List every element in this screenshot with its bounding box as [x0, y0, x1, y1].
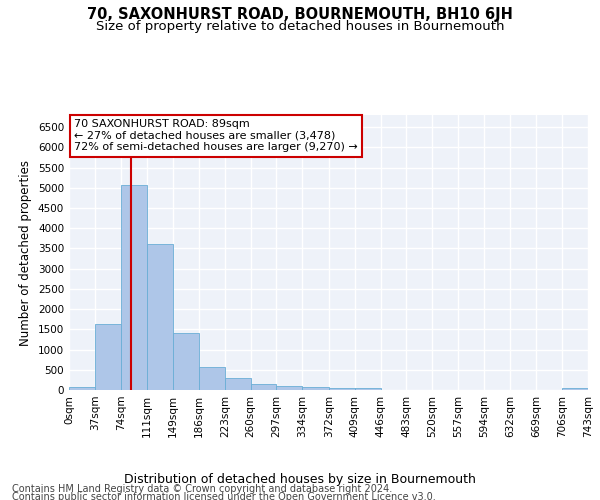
Bar [355, 388, 380, 390]
Text: Size of property relative to detached houses in Bournemouth: Size of property relative to detached ho… [96, 20, 504, 33]
Bar [199, 366, 225, 390]
Text: Distribution of detached houses by size in Bournemouth: Distribution of detached houses by size … [124, 472, 476, 486]
Y-axis label: Number of detached properties: Number of detached properties [19, 160, 32, 346]
Bar [146, 244, 173, 390]
Text: Contains HM Land Registry data © Crown copyright and database right 2024.: Contains HM Land Registry data © Crown c… [12, 484, 392, 494]
Bar [225, 378, 251, 390]
Bar [121, 184, 146, 390]
Bar [329, 388, 355, 390]
Bar [562, 388, 588, 390]
Bar [173, 334, 199, 390]
Text: Contains public sector information licensed under the Open Government Licence v3: Contains public sector information licen… [12, 492, 436, 500]
Text: 70, SAXONHURST ROAD, BOURNEMOUTH, BH10 6JH: 70, SAXONHURST ROAD, BOURNEMOUTH, BH10 6… [87, 8, 513, 22]
Bar [302, 387, 329, 390]
Bar [95, 324, 121, 390]
Bar [251, 384, 277, 390]
Bar [69, 387, 95, 390]
Text: 70 SAXONHURST ROAD: 89sqm
← 27% of detached houses are smaller (3,478)
72% of se: 70 SAXONHURST ROAD: 89sqm ← 27% of detac… [74, 119, 358, 152]
Bar [277, 386, 302, 390]
